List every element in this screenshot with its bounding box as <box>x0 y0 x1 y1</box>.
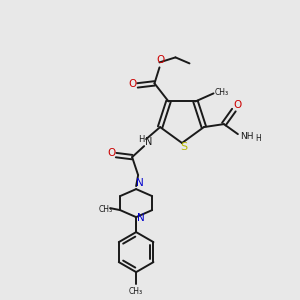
Text: O: O <box>128 80 136 89</box>
Text: O: O <box>107 148 115 158</box>
Text: S: S <box>180 142 188 152</box>
Text: CH₃: CH₃ <box>99 205 113 214</box>
Text: CH₃: CH₃ <box>214 88 229 97</box>
Text: N: N <box>146 137 153 147</box>
Text: H: H <box>138 135 144 144</box>
Text: NH: NH <box>240 132 253 141</box>
Text: N: N <box>136 178 144 188</box>
Text: O: O <box>156 56 165 65</box>
Text: O: O <box>234 100 242 110</box>
Text: CH₃: CH₃ <box>129 286 143 296</box>
Text: N: N <box>137 213 145 223</box>
Text: H: H <box>255 134 261 142</box>
